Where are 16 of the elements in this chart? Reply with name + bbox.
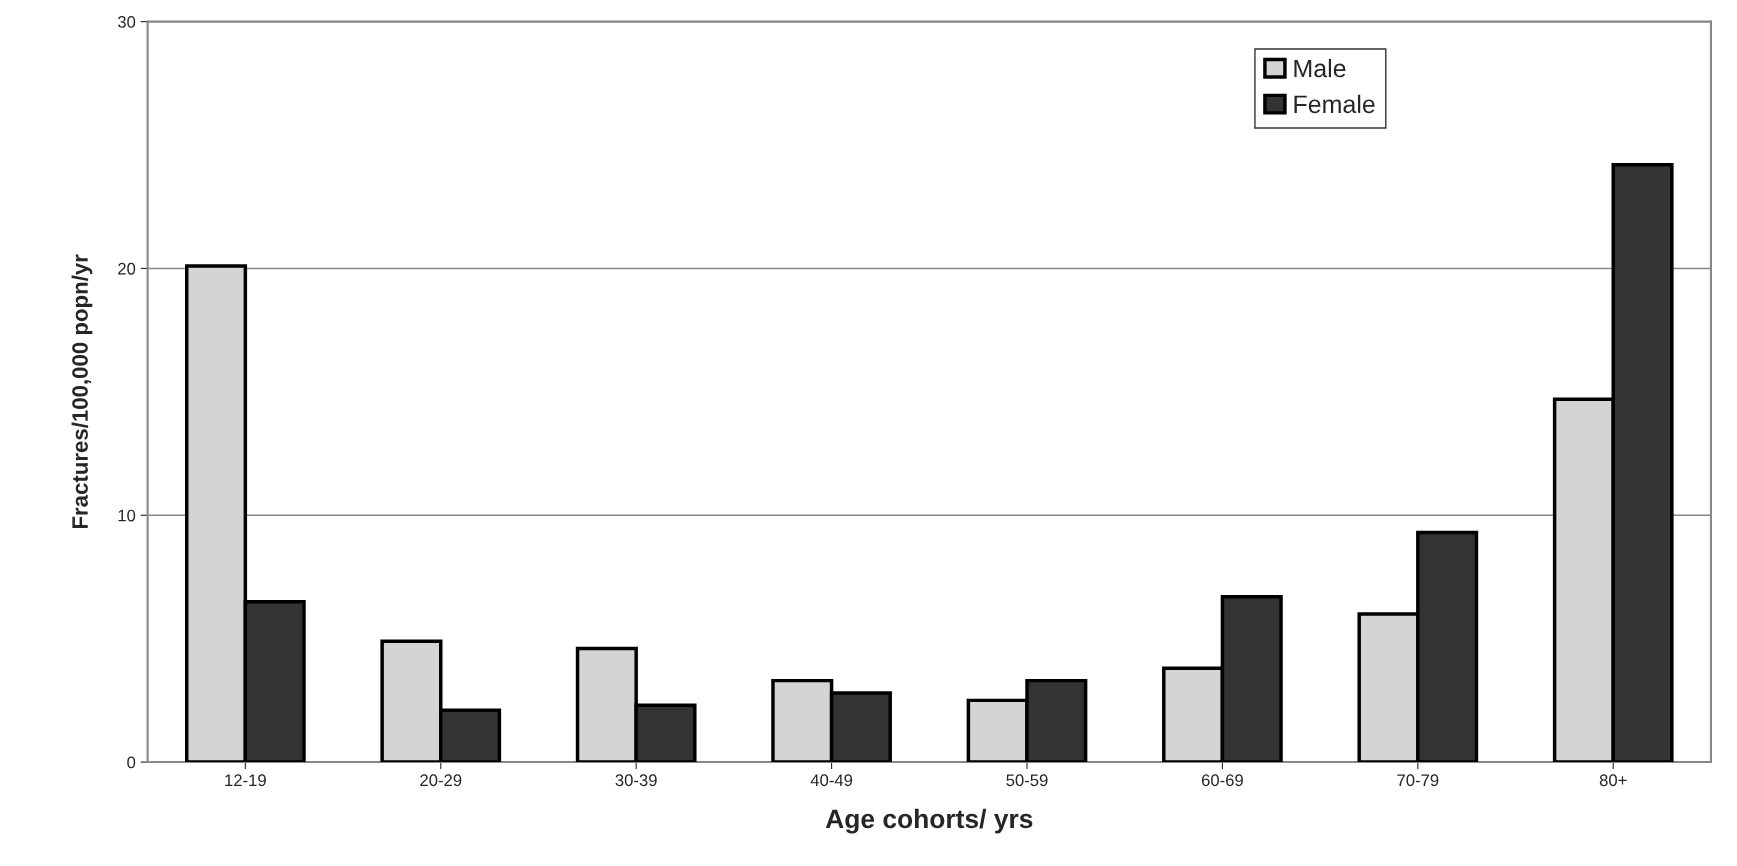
x-tick-label: 12-19: [225, 774, 266, 787]
y-tick-label: 10: [118, 509, 136, 522]
x-tick-label: 60-69: [1201, 774, 1243, 787]
x-tick-label: 20-29: [420, 774, 462, 787]
x-tick-label: 40-49: [810, 774, 853, 787]
x-tick-label: 80+: [1599, 774, 1627, 787]
legend-label: Female: [1294, 94, 1375, 114]
x-tick-label: 30-39: [615, 774, 657, 787]
legend-label: Male: [1294, 58, 1346, 78]
y-axis-title: Fractures/100,000 popn/yr: [71, 254, 93, 529]
y-tick-label: 30: [117, 16, 136, 28]
x-axis-title: Age cohorts/ yrs: [825, 808, 1033, 834]
x-tick-label: 70-79: [1397, 774, 1439, 787]
y-tick-label: 20: [118, 262, 136, 275]
y-tick-label: 0: [127, 756, 136, 769]
x-tick-label: 50-59: [1006, 774, 1048, 787]
